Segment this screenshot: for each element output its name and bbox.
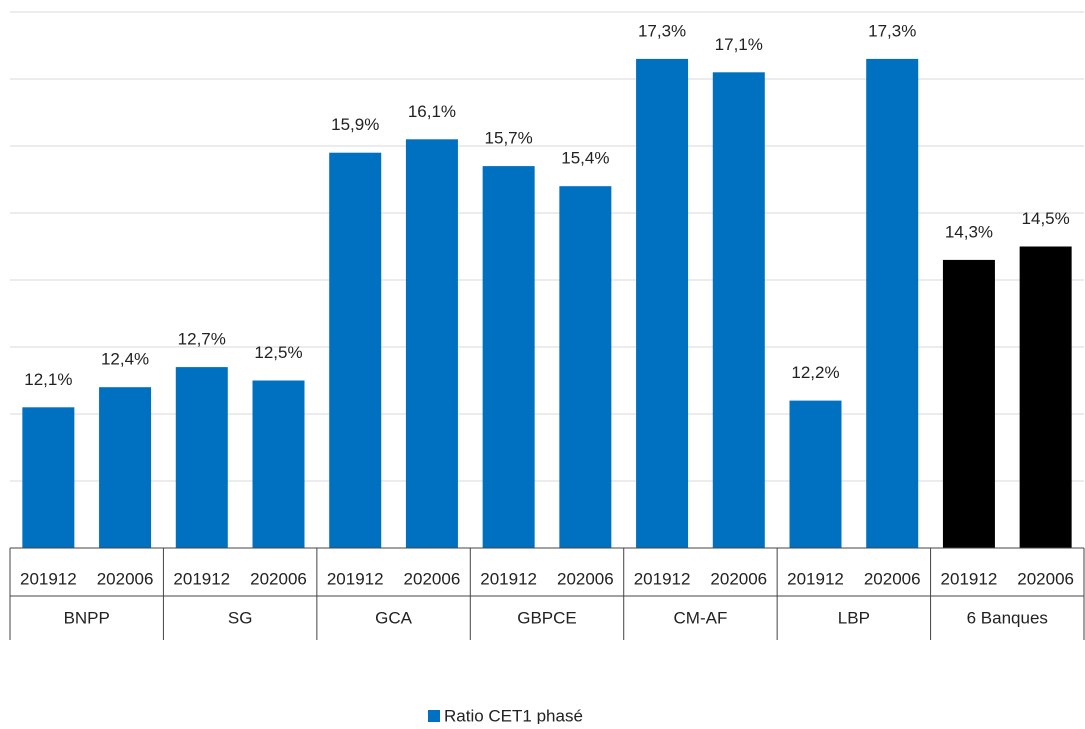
data-label: 12,2%: [791, 363, 839, 382]
data-label: 17,1%: [715, 35, 763, 54]
x-tick-label: 201912: [941, 569, 998, 588]
x-tick-label: 201912: [787, 569, 844, 588]
x-tick-label: 201912: [173, 569, 230, 588]
data-label: 17,3%: [638, 21, 686, 40]
x-tick-label: 202006: [710, 569, 767, 588]
bar: [482, 166, 535, 548]
bar: [559, 186, 612, 548]
x-tick-label: 202006: [97, 569, 154, 588]
bar: [175, 367, 228, 548]
bar: [942, 259, 995, 548]
data-label: 12,4%: [101, 350, 149, 369]
group-label: BNPP: [64, 608, 110, 627]
x-tick-label: 202006: [864, 569, 921, 588]
legend-swatch: [428, 710, 440, 722]
bar: [405, 139, 458, 549]
bar: [712, 72, 765, 549]
x-tick-label: 202006: [1017, 569, 1074, 588]
data-label: 15,9%: [331, 115, 379, 134]
bar: [22, 407, 75, 548]
x-tick-label: 201912: [20, 569, 77, 588]
data-label: 14,5%: [1022, 209, 1070, 228]
data-label: 15,4%: [561, 149, 609, 168]
x-tick-label: 201912: [327, 569, 384, 588]
data-label: 17,3%: [868, 21, 916, 40]
bar: [1019, 246, 1072, 548]
bar: [636, 58, 689, 549]
data-label: 12,7%: [178, 330, 226, 349]
data-label: 12,1%: [24, 370, 72, 389]
bar: [252, 380, 305, 548]
bar: [99, 387, 152, 548]
group-label: LBP: [838, 608, 870, 627]
x-tick-label: 202006: [250, 569, 307, 588]
data-label: 16,1%: [408, 102, 456, 121]
group-label: SG: [228, 608, 253, 627]
group-label: GBPCE: [517, 608, 577, 627]
x-tick-label: 201912: [480, 569, 537, 588]
bar: [789, 400, 842, 548]
group-label: 6 Banques: [967, 608, 1048, 627]
group-label: GCA: [375, 608, 413, 627]
x-tick-label: 201912: [634, 569, 691, 588]
bar: [329, 152, 382, 548]
x-tick-label: 202006: [557, 569, 614, 588]
group-label: CM-AF: [674, 608, 728, 627]
legend-label: Ratio CET1 phasé: [444, 706, 583, 724]
data-label: 15,7%: [485, 129, 533, 148]
bar: [866, 58, 919, 549]
data-label: 12,5%: [254, 343, 302, 362]
data-label: 14,3%: [945, 222, 993, 241]
x-tick-label: 202006: [404, 569, 461, 588]
